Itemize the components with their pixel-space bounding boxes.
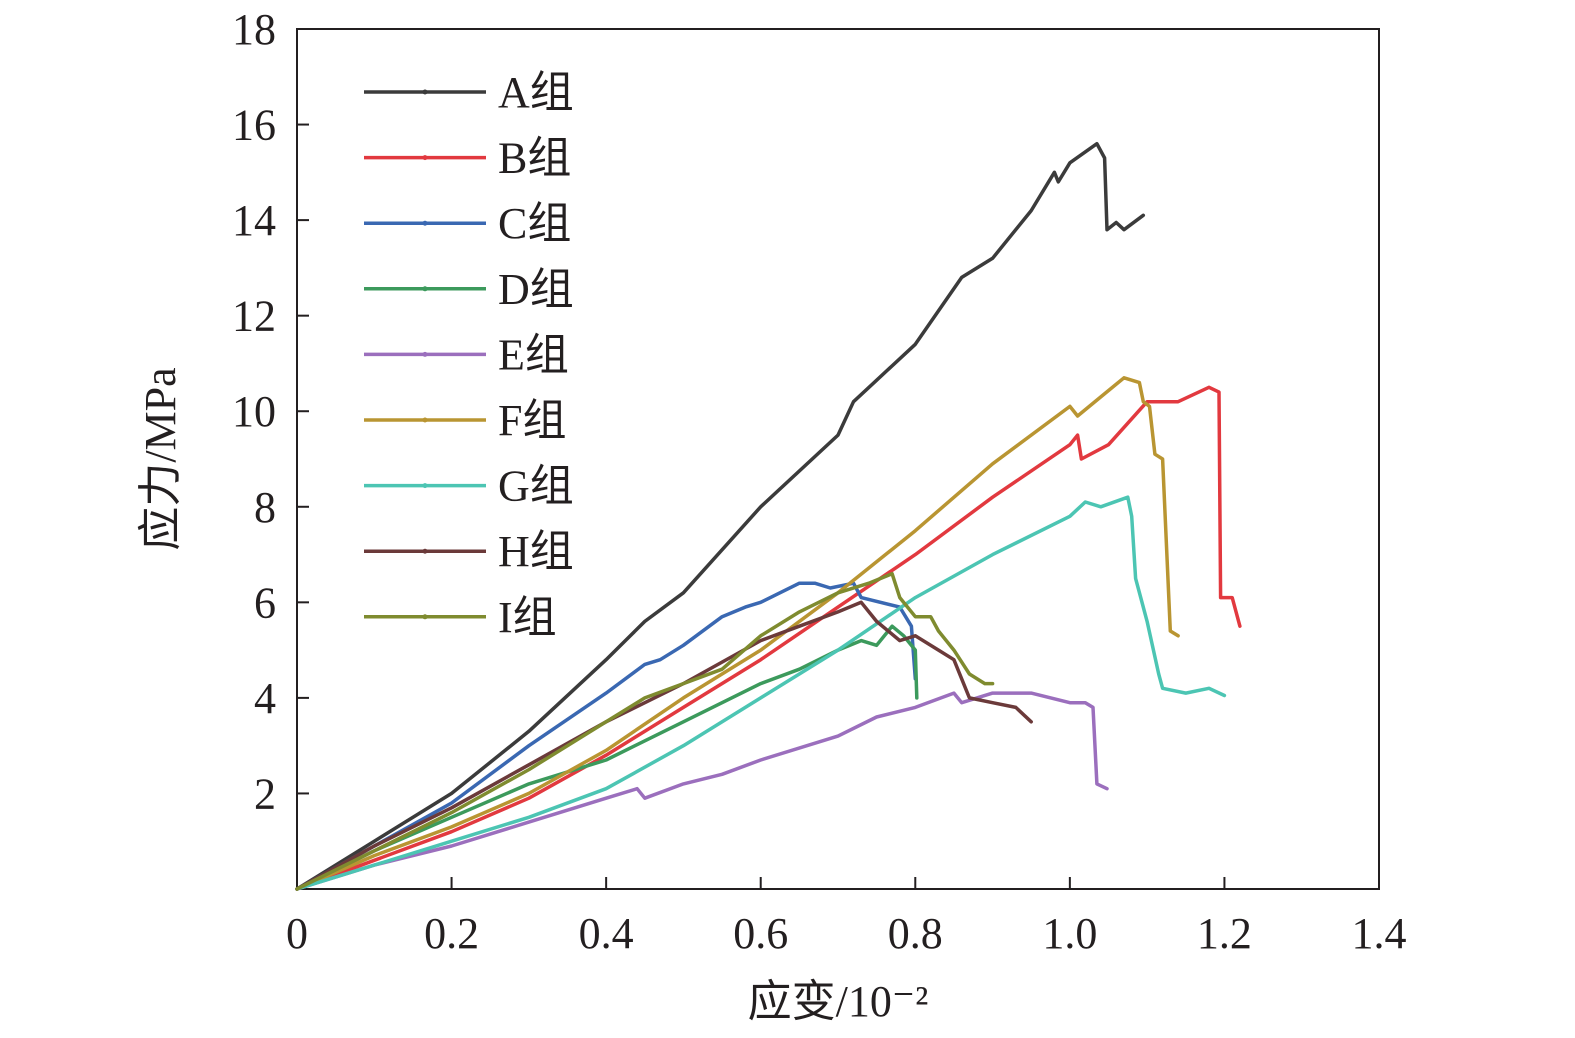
y-tick-label: 12 — [232, 292, 276, 341]
series-line-9 — [295, 571, 995, 891]
series-line-2 — [295, 385, 1242, 891]
legend-marker — [422, 155, 428, 161]
x-tick-label: 1.0 — [1042, 909, 1097, 958]
series-layer — [295, 141, 1242, 891]
legend-marker — [422, 351, 428, 357]
series-line-7 — [295, 495, 1227, 891]
x-tick-label: 1.4 — [1352, 909, 1407, 958]
legend-marker — [422, 417, 428, 423]
series-line-6 — [295, 376, 1180, 891]
x-tick-label: 0 — [286, 909, 308, 958]
plot-frame — [296, 28, 1380, 890]
legend-marker — [422, 483, 428, 489]
legend-label: I组 — [498, 593, 557, 642]
legend-label: C组 — [498, 199, 571, 248]
x-axis: 0 0.2 0.4 0.6 0.8 1.0 1.2 1.4 — [286, 877, 1407, 958]
legend-label: E组 — [498, 330, 569, 379]
y-tick-label: 6 — [254, 578, 276, 627]
series-line-5 — [295, 691, 1109, 891]
series-line-3 — [295, 581, 918, 891]
y-tick-label: 18 — [232, 5, 276, 54]
x-tick-label: 0.4 — [579, 909, 634, 958]
legend-marker — [422, 548, 428, 554]
series-line-1 — [295, 141, 1146, 891]
legend-label: D组 — [498, 265, 574, 314]
legend-label: B组 — [498, 134, 571, 183]
legend-marker — [422, 220, 428, 226]
series-line-4 — [295, 624, 919, 891]
legend-label: G组 — [498, 462, 574, 511]
x-tick-label: 1.2 — [1197, 909, 1252, 958]
legend-label: F组 — [498, 396, 566, 445]
y-axis-title: 应力/MPa — [136, 367, 185, 550]
x-tick-label: 0.8 — [888, 909, 943, 958]
y-tick-label: 8 — [254, 483, 276, 532]
x-axis-title: 应变/10⁻² — [748, 977, 929, 1026]
x-tick-label: 0.2 — [424, 909, 479, 958]
x-tick-label: 0.6 — [733, 909, 788, 958]
y-tick-label: 10 — [232, 387, 276, 436]
y-tick-label: 14 — [232, 196, 276, 245]
legend-marker — [422, 614, 428, 620]
y-tick-label: 16 — [232, 101, 276, 150]
legend: A组 B组 C组 D组 E组 F组 G组 H组 I组 — [364, 68, 574, 642]
legend-label: A组 — [498, 68, 574, 117]
legend-marker — [422, 89, 428, 95]
y-tick-label: 4 — [254, 674, 276, 723]
legend-marker — [422, 286, 428, 292]
y-tick-label: 2 — [254, 769, 276, 818]
series-line-8 — [295, 600, 1033, 891]
legend-label: H组 — [498, 527, 574, 576]
y-axis: 2 4 6 8 10 12 14 16 18 — [232, 5, 309, 818]
